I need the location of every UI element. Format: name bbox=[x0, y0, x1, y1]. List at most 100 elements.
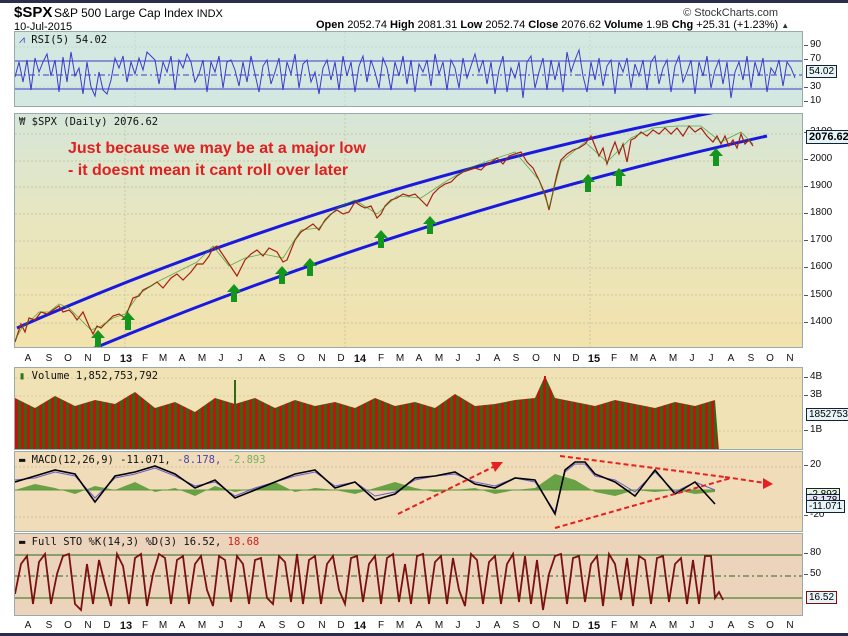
stochastic-d-value: 18.68 bbox=[221, 536, 260, 548]
x-tick: A bbox=[493, 353, 501, 364]
x-tick: O bbox=[532, 353, 540, 364]
x-tick: J bbox=[455, 620, 461, 631]
stochastic-label: ▬ Full STO %K(14,3) %D(3) 16.52, 18.68 bbox=[19, 536, 259, 548]
exchange: INDX bbox=[196, 8, 223, 20]
x-tick: F bbox=[377, 353, 385, 364]
x-tick: A bbox=[178, 353, 186, 364]
x-tick: A bbox=[415, 353, 423, 364]
x-tick: D bbox=[103, 620, 111, 631]
x-tick: O bbox=[766, 620, 774, 631]
x-tick: N bbox=[553, 620, 561, 631]
low-label: Low bbox=[460, 19, 483, 31]
open-label: Open bbox=[316, 19, 345, 31]
price-value-tag: 2076.62 bbox=[806, 130, 848, 144]
x-tick: N bbox=[84, 620, 92, 631]
price-tick: 1800 bbox=[803, 207, 833, 218]
x-tick: M bbox=[668, 353, 678, 364]
chart-date: 10-Jul-2015 bbox=[14, 21, 73, 33]
macd-value-tag: -11.071 bbox=[806, 500, 846, 513]
x-tick: S bbox=[747, 353, 755, 364]
x-tick: J bbox=[475, 620, 481, 631]
symbol: $SPX bbox=[14, 4, 53, 21]
x-tick: S bbox=[45, 620, 53, 631]
x-tick: J bbox=[708, 620, 714, 631]
x-tick: D bbox=[572, 353, 580, 364]
candle-icon: ₩ bbox=[19, 116, 26, 128]
x-tick: D bbox=[572, 620, 580, 631]
x-tick: S bbox=[747, 620, 755, 631]
macd-tick: 20 bbox=[803, 459, 822, 470]
x-tick: A bbox=[24, 620, 32, 631]
open-value: 2052.74 bbox=[347, 19, 387, 31]
security-name: S&P 500 Large Cap Index INDX bbox=[54, 6, 223, 20]
bar-chart-icon: ▮ bbox=[19, 370, 26, 382]
macd-plot bbox=[15, 455, 802, 529]
stochastic-value-tag: 16.52 bbox=[806, 591, 838, 604]
price-tick: 2000 bbox=[803, 153, 833, 164]
x-tick: M bbox=[158, 353, 168, 364]
x-tick: A bbox=[258, 620, 266, 631]
x-tick: A bbox=[258, 353, 266, 364]
x-tick: M bbox=[197, 353, 207, 364]
x-tick: J bbox=[689, 353, 695, 364]
x-tick: D bbox=[337, 620, 345, 631]
x-tick-year: 15 bbox=[587, 353, 601, 365]
x-tick: N bbox=[786, 353, 794, 364]
line-icon: ▬ bbox=[19, 536, 26, 548]
x-tick: S bbox=[278, 353, 286, 364]
rsi-panel: ⩘ RSI(5) 54.02 bbox=[14, 31, 803, 107]
x-tick-year: 13 bbox=[119, 353, 133, 365]
stochastic-panel: ▬ Full STO %K(14,3) %D(3) 16.52, 18.68 bbox=[14, 533, 803, 616]
x-tick: F bbox=[610, 620, 618, 631]
price-tick: 1400 bbox=[803, 316, 833, 327]
x-tick: M bbox=[668, 620, 678, 631]
x-tick: O bbox=[64, 353, 72, 364]
x-tick: M bbox=[434, 620, 444, 631]
x-tick: D bbox=[337, 353, 345, 364]
price-x-axis: A S O N D 13 F M A M J J A S O N D 14 F … bbox=[14, 352, 803, 366]
quote-summary: Open 2052.74 High 2081.31 Low 2052.74 Cl… bbox=[316, 19, 789, 31]
up-arrows bbox=[91, 148, 723, 347]
signal-value: -8.178, bbox=[170, 454, 222, 466]
x-tick: S bbox=[45, 353, 53, 364]
bottom-x-axis: A S O N D 13 F M A M J J A S O N D 14 F … bbox=[14, 619, 803, 633]
x-tick: S bbox=[512, 620, 520, 631]
x-tick: S bbox=[512, 353, 520, 364]
x-tick: A bbox=[415, 620, 423, 631]
x-tick: O bbox=[766, 353, 774, 364]
volume-tick: 4B bbox=[803, 371, 823, 382]
x-tick-year: 14 bbox=[353, 620, 367, 632]
bottom-border bbox=[0, 633, 848, 636]
x-tick: O bbox=[64, 620, 72, 631]
stochastic-k-value: Full STO %K(14,3) %D(3) 16.52, bbox=[31, 536, 222, 548]
x-tick-year: 15 bbox=[587, 620, 601, 632]
x-tick-year: 13 bbox=[119, 620, 133, 632]
x-tick: J bbox=[218, 620, 224, 631]
close-label: Close bbox=[528, 19, 559, 31]
x-tick: F bbox=[377, 620, 385, 631]
macd-value: MACD(12,26,9) -11.071, bbox=[31, 454, 171, 466]
chg-value: +25.31 (+1.23%) bbox=[696, 19, 779, 31]
price-label-text: $SPX (Daily) 2076.62 bbox=[31, 116, 159, 128]
stochastic-tick: 50 bbox=[803, 568, 822, 579]
x-tick: O bbox=[297, 353, 305, 364]
x-tick: J bbox=[455, 353, 461, 364]
rsi-tick: 90 bbox=[803, 39, 822, 50]
x-tick: N bbox=[84, 353, 92, 364]
volume-value-tag: 1852753 bbox=[806, 408, 848, 421]
x-tick: A bbox=[649, 353, 657, 364]
price-tick: 1600 bbox=[803, 261, 833, 272]
copyright: © StockCharts.com bbox=[683, 7, 778, 19]
volume-tick: 1B bbox=[803, 424, 823, 435]
x-tick: J bbox=[475, 353, 481, 364]
price-tick: 1700 bbox=[803, 234, 833, 245]
price-plot bbox=[15, 114, 802, 347]
x-tick: F bbox=[610, 353, 618, 364]
x-tick: S bbox=[278, 620, 286, 631]
x-tick: A bbox=[649, 620, 657, 631]
histogram-value: -2.893 bbox=[221, 454, 266, 466]
price-tick: 1900 bbox=[803, 180, 833, 191]
security-name-text: S&P 500 Large Cap Index bbox=[54, 6, 194, 20]
volume-plot bbox=[15, 376, 802, 449]
x-tick: J bbox=[689, 620, 695, 631]
